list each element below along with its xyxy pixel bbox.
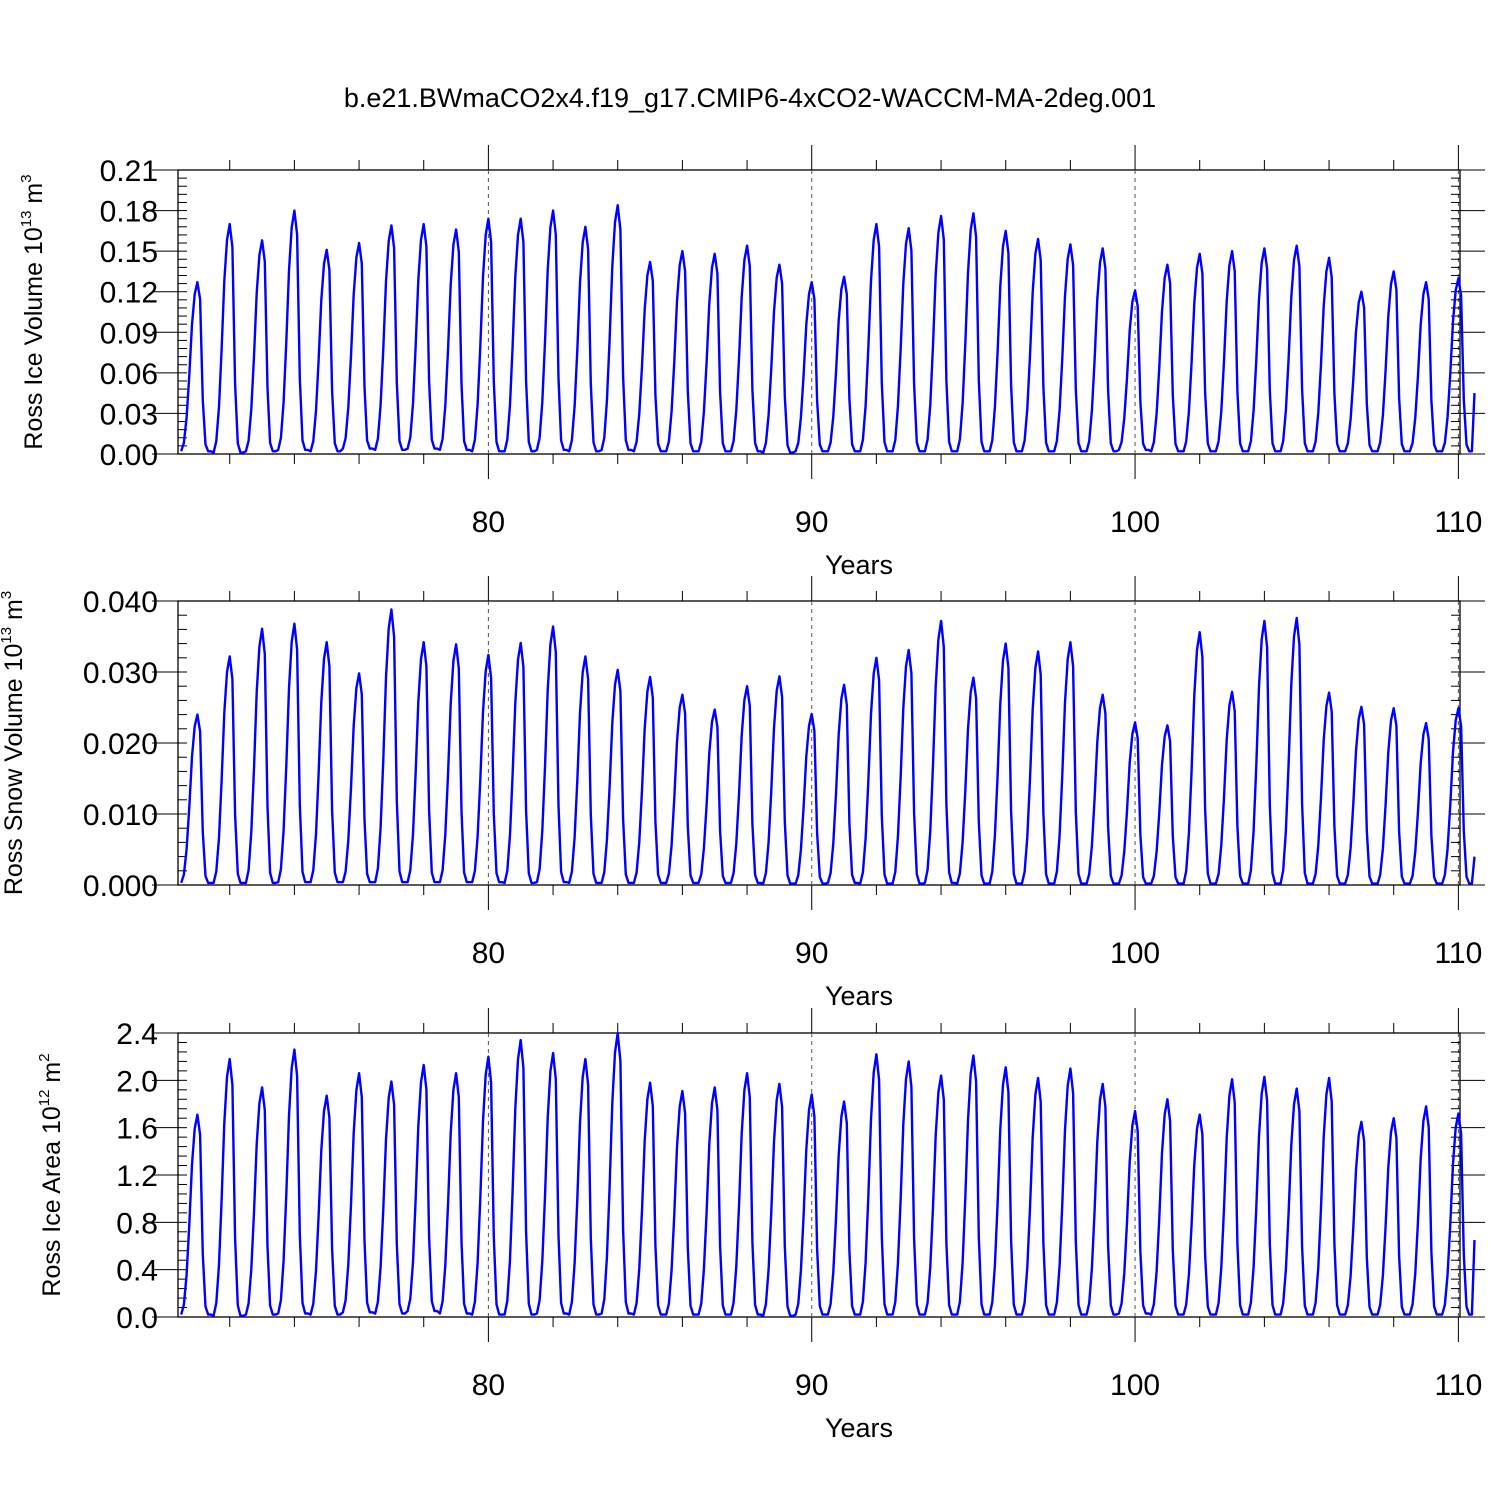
y-tick-label: 0.000 [83, 870, 158, 903]
x-tick-label: 80 [472, 937, 505, 970]
y-tick-label: 0.06 [100, 358, 158, 391]
series-line-ice-area [180, 1031, 1476, 1317]
panel-snow-volume: 80 90 100 110 Years 0.000 0.010 0.020 0.030 0.040… [0, 576, 1485, 1011]
series-line-snow-volume [180, 608, 1476, 885]
y-tick-label: 0.030 [83, 657, 158, 690]
y-tick-label: 0.00 [100, 439, 158, 472]
x-tick-label: 80 [472, 506, 505, 539]
y-tick-label: 0.8 [116, 1207, 158, 1240]
y-tick-label: 0.15 [100, 236, 158, 269]
x-tick-label: 100 [1110, 937, 1160, 970]
x-axis-label: Years [825, 981, 893, 1011]
x-tick-label: 80 [472, 1369, 505, 1402]
y-tick-label: 0.12 [100, 277, 158, 310]
y-tick-label: 0.09 [100, 317, 158, 350]
x-tick-label: 100 [1110, 506, 1160, 539]
x-tick-label: 90 [795, 506, 828, 539]
x-tick-label: 100 [1110, 1369, 1160, 1402]
y-tick-label: 1.2 [116, 1160, 158, 1193]
y-axis-label: Ross Ice Area 1012 m2 [36, 1053, 66, 1296]
y-tick-label: 0.020 [83, 728, 158, 761]
y-tick-label: 0.21 [100, 155, 158, 188]
y-axis-label: Ross Ice Volume 1013 m3 [18, 174, 48, 449]
y-axis-label: Ross Snow Volume 1013 m3 [0, 591, 28, 895]
x-tick-label: 110 [1434, 937, 1482, 970]
x-tick-label: 90 [795, 1369, 828, 1402]
y-tick-label: 0.18 [100, 196, 158, 229]
y-tick-label: 0.0 [116, 1302, 158, 1335]
panel-ice-volume: 80 90 100 110 Years 0.00 0.03 0.06 0.09 0.12 0.15 0… [18, 145, 1485, 580]
y-tick-label: 0.4 [116, 1255, 158, 1288]
panel-ice-area: 80 90 100 110 Years 0.0 0.4 0.8 1.2 1.6 2.0 2.4 Ross… [36, 1008, 1485, 1443]
y-tick-label: 0.010 [83, 799, 158, 832]
x-tick-label: 110 [1434, 506, 1482, 539]
y-tick-label: 2.0 [116, 1065, 158, 1098]
x-axis-label: Years [825, 550, 893, 580]
x-tick-label: 90 [795, 937, 828, 970]
x-axis-label: Years [825, 1413, 893, 1443]
x-tick-label: 110 [1434, 1369, 1482, 1402]
y-tick-label: 0.040 [83, 586, 158, 619]
y-tick-label: 2.4 [116, 1018, 158, 1051]
series-line-ice-volume [180, 204, 1476, 454]
y-tick-label: 0.03 [100, 398, 158, 431]
y-tick-label: 1.6 [116, 1113, 158, 1146]
figure-title: b.e21.BWmaCO2x4.f19_g17.CMIP6-4xCO2-WACC… [344, 83, 1156, 113]
